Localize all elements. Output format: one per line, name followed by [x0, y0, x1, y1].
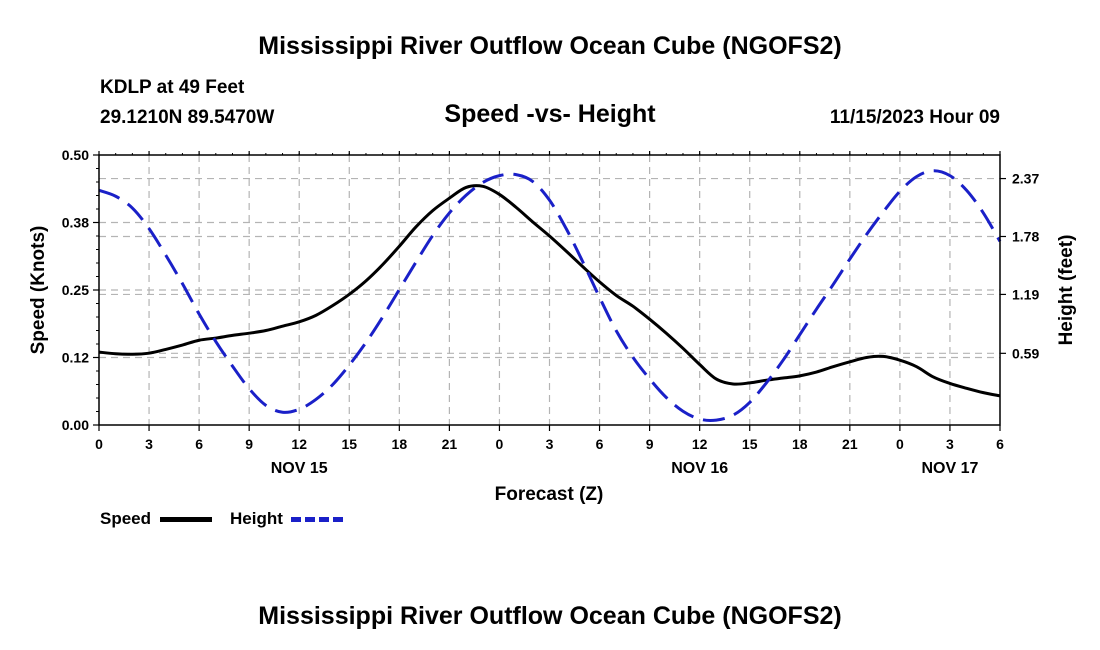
x-tick-label: 18	[792, 436, 808, 452]
legend-speed-swatch	[160, 517, 212, 522]
chart-subtitle: Speed -vs- Height	[444, 100, 656, 128]
y2-tick-label: 0.59	[1012, 345, 1039, 361]
x-tick-label: 6	[596, 436, 604, 452]
x-tick-label: 6	[195, 436, 203, 452]
x-tick-label: 9	[245, 436, 253, 452]
x-date-label: NOV 17	[921, 460, 978, 477]
main-title: Mississippi River Outflow Ocean Cube (NG…	[258, 32, 842, 60]
x-tick-label: 18	[392, 436, 408, 452]
station-coordinates: 29.1210N 89.5470W	[100, 107, 275, 128]
x-tick-label: 15	[742, 436, 758, 452]
x-tick-label: 12	[291, 436, 307, 452]
y-tick-label: 0.38	[62, 215, 89, 231]
x-tick-label: 6	[996, 436, 1004, 452]
x-tick-label: 3	[546, 436, 554, 452]
x-tick-label: 3	[145, 436, 153, 452]
y-tick-label: 0.25	[62, 282, 89, 298]
x-date-label: NOV 16	[671, 460, 728, 477]
y-tick-label: 0.00	[62, 417, 89, 433]
x-tick-label: 21	[442, 436, 458, 452]
x-axis-label: Forecast (Z)	[495, 484, 604, 505]
y2-axis-label: Height (feet)	[1056, 235, 1077, 346]
x-tick-label: 15	[341, 436, 357, 452]
x-date-label: NOV 15	[271, 460, 328, 477]
y2-tick-label: 1.19	[1012, 286, 1039, 302]
x-tick-label: 0	[496, 436, 504, 452]
axis-layer: 0 3 6 9 12 15 18 21 0 3 6 9 12 15 18 21 0 3 6 0.00 0.12 0.25 0…	[62, 147, 1040, 477]
legend-height-swatch	[291, 517, 343, 522]
grid-lines	[99, 155, 1000, 425]
y-axis-label: Speed (Knots)	[28, 226, 49, 355]
y-tick-label: 0.50	[62, 147, 89, 163]
x-tick-label: 3	[946, 436, 954, 452]
main-title-repeat: Mississippi River Outflow Ocean Cube (NG…	[258, 602, 842, 630]
legend-height-label: Height	[230, 509, 283, 528]
x-tick-label: 12	[692, 436, 708, 452]
x-tick-label: 21	[842, 436, 858, 452]
legend-speed-label: Speed	[100, 509, 152, 528]
speed-series-line	[98, 184, 1001, 398]
x-tick-label: 9	[646, 436, 654, 452]
height-series-line	[98, 169, 1002, 422]
y2-tick-label: 1.78	[1012, 228, 1039, 244]
y2-tick-label: 2.37	[1012, 171, 1039, 187]
y-tick-label: 0.12	[62, 350, 89, 366]
forecast-datetime: 11/15/2023 Hour 09	[829, 107, 1000, 128]
station-name: KDLP at 49 Feet	[100, 77, 245, 98]
x-tick-label: 0	[896, 436, 904, 452]
x-tick-label: 0	[95, 436, 103, 452]
series-layer	[98, 169, 1002, 422]
